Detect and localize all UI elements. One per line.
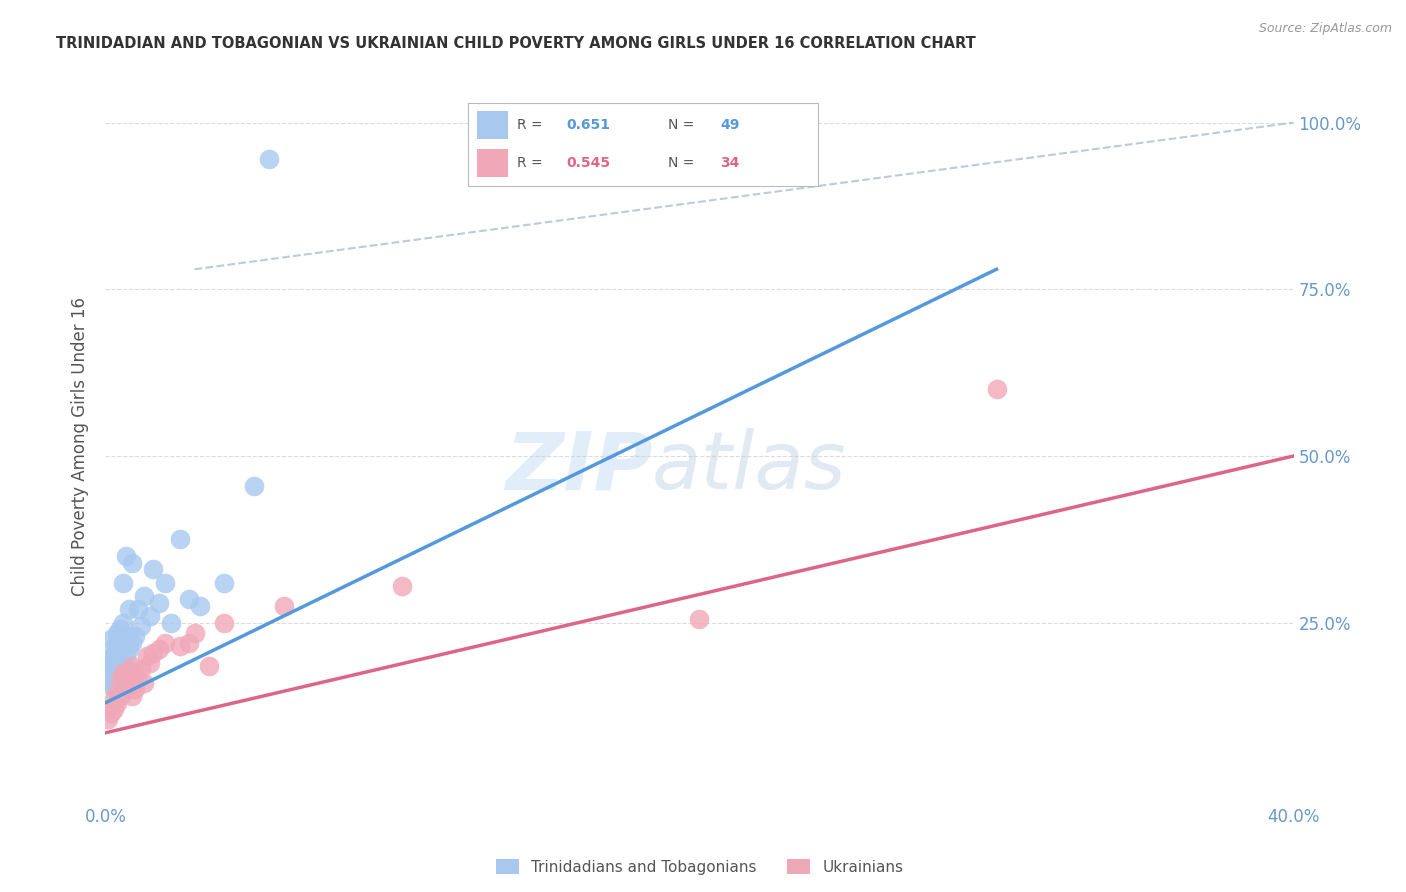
Point	[986, 382, 1008, 396]
Point	[136, 649, 159, 664]
Point	[100, 652, 122, 666]
Text: ZIP: ZIP	[505, 428, 652, 507]
Point	[112, 575, 135, 590]
Point	[132, 589, 155, 603]
Point	[124, 682, 146, 697]
Point	[115, 549, 138, 563]
Point	[139, 656, 162, 670]
Point	[112, 639, 135, 653]
Point	[153, 636, 176, 650]
Point	[257, 153, 280, 167]
Point	[124, 665, 146, 680]
Point	[115, 649, 138, 664]
Point	[110, 642, 132, 657]
Point	[391, 579, 413, 593]
Point	[124, 629, 146, 643]
Point	[97, 659, 120, 673]
Point	[129, 662, 152, 676]
Point	[103, 639, 125, 653]
Point	[112, 659, 135, 673]
Point	[105, 673, 128, 687]
Point	[243, 479, 266, 493]
Point	[121, 556, 143, 570]
Point	[100, 706, 122, 720]
Legend: Trinidadians and Tobagonians, Ukrainians: Trinidadians and Tobagonians, Ukrainians	[489, 853, 910, 880]
Point	[105, 639, 128, 653]
Point	[127, 673, 149, 687]
Point	[97, 652, 120, 666]
Point	[115, 665, 138, 680]
Y-axis label: Child Poverty Among Girls Under 16: Child Poverty Among Girls Under 16	[72, 296, 90, 596]
Point	[129, 619, 152, 633]
Point	[132, 675, 155, 690]
Point	[198, 659, 221, 673]
Point	[214, 575, 236, 590]
Point	[100, 673, 122, 687]
Point	[110, 673, 132, 687]
Point	[103, 673, 125, 687]
Point	[110, 623, 132, 637]
Point	[118, 673, 141, 687]
Point	[214, 615, 236, 630]
Point	[97, 713, 120, 727]
Point	[105, 665, 128, 680]
Point	[169, 533, 191, 547]
Point	[100, 632, 122, 647]
Point	[121, 636, 143, 650]
Point	[142, 562, 165, 576]
Point	[148, 596, 170, 610]
Point	[112, 686, 135, 700]
Point	[110, 689, 132, 703]
Point	[183, 625, 205, 640]
Point	[100, 665, 122, 680]
Point	[121, 689, 143, 703]
Point	[190, 599, 212, 613]
Point	[105, 625, 128, 640]
Text: atlas: atlas	[652, 428, 846, 507]
Text: Source: ZipAtlas.com: Source: ZipAtlas.com	[1258, 22, 1392, 36]
Point	[148, 642, 170, 657]
Point	[105, 649, 128, 664]
Point	[273, 599, 295, 613]
Point	[159, 615, 181, 630]
Point	[169, 639, 191, 653]
Point	[112, 615, 135, 630]
Point	[112, 665, 135, 680]
Point	[118, 602, 141, 616]
Point	[142, 646, 165, 660]
Text: TRINIDADIAN AND TOBAGONIAN VS UKRAINIAN CHILD POVERTY AMONG GIRLS UNDER 16 CORRE: TRINIDADIAN AND TOBAGONIAN VS UKRAINIAN …	[56, 36, 976, 51]
Point	[105, 686, 128, 700]
Point	[103, 692, 125, 706]
Point	[105, 696, 128, 710]
Point	[177, 636, 200, 650]
Point	[689, 612, 711, 626]
Point	[110, 665, 132, 680]
Point	[127, 602, 149, 616]
Point	[103, 649, 125, 664]
Point	[103, 679, 125, 693]
Point	[177, 592, 200, 607]
Point	[110, 656, 132, 670]
Point	[103, 702, 125, 716]
Point	[118, 642, 141, 657]
Point	[97, 665, 120, 680]
Point	[121, 659, 143, 673]
Point	[153, 575, 176, 590]
Point	[139, 609, 162, 624]
Point	[115, 682, 138, 697]
Point	[100, 679, 122, 693]
Point	[115, 629, 138, 643]
Point	[103, 665, 125, 680]
Point	[103, 659, 125, 673]
